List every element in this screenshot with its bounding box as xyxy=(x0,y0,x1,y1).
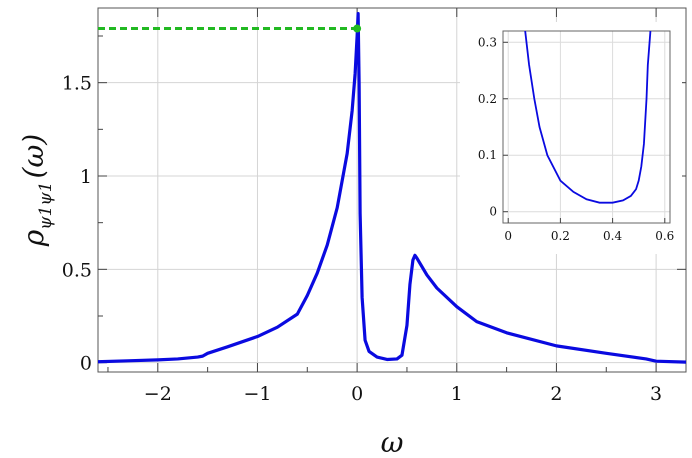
main-plot-frame xyxy=(97,7,687,373)
inset-plot: 0 0.2 0.4 0.6 0 0.1 0.2 0.3 xyxy=(460,22,682,254)
main-ticks: −2 −1 0 1 2 3 0 0.5 1 1.5 xyxy=(62,8,686,405)
inset-curve xyxy=(524,31,652,204)
x-tick-label: 2 xyxy=(550,383,562,405)
svg-text:ρψ1ψ1(ω): ρψ1ψ1(ω) xyxy=(17,134,56,247)
y-axis-label-subscript: ψ1ψ1 xyxy=(36,181,56,229)
y-tick-label: 1.5 xyxy=(62,73,92,95)
y-tick-label: 0.5 xyxy=(62,259,92,281)
y-tick-label: 1 xyxy=(80,166,92,188)
x-tick-label: −1 xyxy=(243,383,271,405)
main-series xyxy=(97,12,687,364)
y-tick-label: 0 xyxy=(80,353,92,375)
inset-y-tick-label: 0 xyxy=(489,205,497,219)
x-tick-label: 3 xyxy=(650,383,662,405)
inset-x-tick-label: 0.4 xyxy=(603,229,622,243)
x-axis-label: ω xyxy=(381,426,404,458)
inset-y-tick-label: 0.3 xyxy=(478,35,497,49)
y-axis-label: ρψ1ψ1(ω) xyxy=(17,134,56,247)
y-axis-label-argument: (ω) xyxy=(17,134,50,179)
inset-x-tick-label: 0 xyxy=(504,229,512,243)
inset-y-tick-label: 0.1 xyxy=(478,148,497,162)
spectral-curve xyxy=(97,12,687,364)
x-tick-label: 1 xyxy=(451,383,463,405)
reference-point xyxy=(353,24,362,33)
x-tick-label: 0 xyxy=(351,383,363,405)
inset-x-tick-label: 0.2 xyxy=(551,229,570,243)
plot-border xyxy=(97,7,687,373)
inset-y-tick-label: 0.2 xyxy=(478,92,497,106)
inset-x-tick-label: 0.6 xyxy=(655,229,674,243)
inset-border xyxy=(502,30,671,224)
y-axis-label-base: ρ xyxy=(17,229,50,247)
x-tick-label: −2 xyxy=(144,383,172,405)
